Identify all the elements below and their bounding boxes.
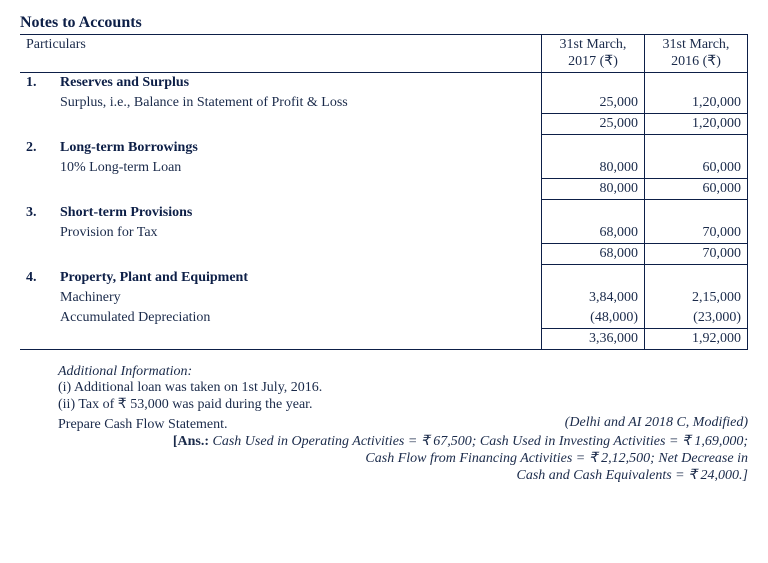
subtotal-2017: 25,000 [542, 114, 645, 135]
ans-line1: Cash Used in Operating Activities = ₹ 67… [213, 434, 748, 449]
cell-blank [645, 203, 748, 223]
ans-line2: Cash Flow from Financing Activities = ₹ … [365, 451, 748, 466]
section-num: 1. [20, 73, 54, 94]
col-particulars: Particulars [20, 35, 542, 73]
row-2017: 25,000 [542, 93, 645, 114]
ans-line3: Cash and Cash Equivalents = ₹ 24,000.] [517, 468, 748, 483]
section-num: 3. [20, 203, 54, 223]
notes-table: Particulars 31st March, 2017 (₹) 31st Ma… [20, 34, 748, 350]
cell-blank [542, 268, 645, 288]
section-head: Long-term Borrowings [54, 138, 542, 158]
row-2016: 2,15,000 [645, 288, 748, 308]
section-head: Reserves and Surplus [54, 73, 542, 94]
row-2017: (48,000) [542, 308, 645, 329]
row-2016: 1,20,000 [645, 93, 748, 114]
info-i: (i) Additional loan was taken on 1st Jul… [58, 380, 748, 396]
section-head: Short-term Provisions [54, 203, 542, 223]
row-2017: 3,84,000 [542, 288, 645, 308]
cell-blank [542, 138, 645, 158]
row-label: Provision for Tax [54, 223, 542, 244]
row-label: Accumulated Depreciation [54, 308, 542, 329]
ans-label: [Ans.: [173, 434, 209, 449]
subtotal-2017: 68,000 [542, 244, 645, 265]
subtotal-2016: 70,000 [645, 244, 748, 265]
col-2016: 31st March, 2016 (₹) [645, 35, 748, 73]
row-2017: 68,000 [542, 223, 645, 244]
answer-block: [Ans.: Cash Used in Operating Activities… [80, 433, 748, 484]
row-2017: 80,000 [542, 158, 645, 179]
subtotal-2016: 60,000 [645, 179, 748, 200]
cell-blank [645, 138, 748, 158]
section-head: Property, Plant and Equipment [54, 268, 542, 288]
section-num: 4. [20, 268, 54, 288]
row-2016: 60,000 [645, 158, 748, 179]
subtotal-2017: 80,000 [542, 179, 645, 200]
cell-blank [542, 203, 645, 223]
subtotal-2016: 1,20,000 [645, 114, 748, 135]
col-2017: 31st March, 2017 (₹) [542, 35, 645, 73]
cell-blank [645, 73, 748, 94]
subtotal-2017: 3,36,000 [542, 329, 645, 350]
info-ii: (ii) Tax of ₹ 53,000 was paid during the… [58, 396, 748, 413]
row-2016: 70,000 [645, 223, 748, 244]
row-label: Surplus, i.e., Balance in Statement of P… [54, 93, 542, 114]
row-label: 10% Long-term Loan [54, 158, 542, 179]
cell-blank [645, 268, 748, 288]
notes-title: Notes to Accounts [20, 14, 748, 32]
info-head: Additional Information: [58, 364, 748, 380]
row-label: Machinery [54, 288, 542, 308]
row-2016: (23,000) [645, 308, 748, 329]
cell-blank [542, 73, 645, 94]
subtotal-2016: 1,92,000 [645, 329, 748, 350]
section-num: 2. [20, 138, 54, 158]
